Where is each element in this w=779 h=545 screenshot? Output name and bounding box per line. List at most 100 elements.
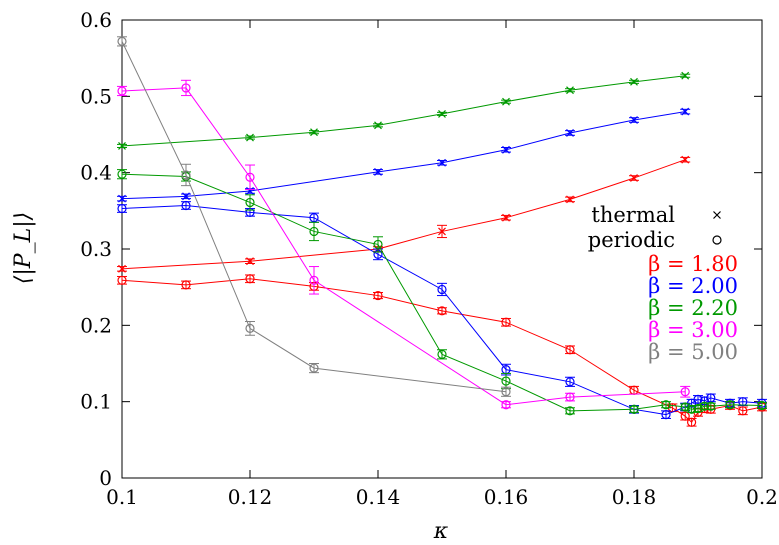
- periodic-point: [565, 406, 575, 416]
- thermal-line: [121, 159, 686, 270]
- periodic-point: [565, 345, 575, 355]
- periodic-point: [565, 377, 575, 387]
- thermal-point: [118, 264, 126, 273]
- periodic-point: [373, 290, 383, 301]
- periodic-point: [245, 172, 255, 182]
- periodic-point: [117, 203, 127, 214]
- periodic-point: [245, 323, 255, 333]
- series-group: [117, 155, 767, 427]
- thermal-point: [374, 121, 382, 130]
- thermal-point: [374, 167, 382, 176]
- thermal-point: [502, 97, 510, 106]
- marker-legend-label: periodic: [588, 228, 675, 252]
- periodic-point: [181, 200, 191, 211]
- y-tick-label: 0.3: [80, 237, 112, 261]
- circle-marker-icon: [712, 235, 722, 245]
- series-group: [117, 79, 691, 410]
- periodic-point: [501, 387, 511, 397]
- thermal-point: [438, 227, 446, 236]
- thermal-point: [502, 145, 510, 154]
- periodic-point: [181, 83, 191, 93]
- periodic-point: [309, 363, 319, 373]
- periodic-point: [680, 387, 690, 397]
- thermal-point: [681, 107, 690, 116]
- y-tick-label: 0.2: [80, 313, 112, 337]
- thermal-point: [630, 116, 638, 124]
- thermal-point: [246, 187, 254, 195]
- series-legend-label: β = 1.80: [648, 252, 738, 276]
- series-legend-label: β = 5.00: [648, 340, 738, 364]
- x-tick-label: 0.18: [612, 485, 657, 509]
- thermal-point: [438, 158, 446, 167]
- x-tick-label: 0.14: [356, 485, 401, 509]
- axes: 0.1 0.12 0.14 0.16 0.18 0.200.10.20.30.40.50.…: [80, 8, 778, 509]
- y-tick-label: 0.1: [80, 390, 112, 414]
- x-tick-label: 0.1: [106, 485, 138, 509]
- periodic-point: [245, 274, 255, 284]
- y-tick-label: 0.4: [80, 161, 112, 185]
- periodic-point: [501, 400, 511, 410]
- periodic-point: [373, 239, 383, 250]
- series-legend-label: β = 2.00: [648, 274, 738, 298]
- thermal-point: [502, 213, 510, 222]
- x-tick-label: 0.16: [484, 485, 529, 509]
- thermal-point: [118, 194, 126, 203]
- y-tick-label: 0.5: [80, 84, 112, 108]
- y-tick-label: 0.6: [80, 8, 112, 32]
- thermal-point: [566, 86, 574, 95]
- x-tick-label: 0.2: [746, 485, 778, 509]
- periodic-point: [629, 404, 639, 414]
- thermal-point: [630, 77, 638, 86]
- periodic-point: [117, 36, 127, 46]
- thermal-point: [630, 174, 638, 182]
- periodic-point: [437, 284, 447, 295]
- thermal-point: [681, 71, 690, 80]
- series-group: [117, 36, 511, 397]
- periodic-point: [686, 404, 697, 414]
- thermal-line: [121, 75, 686, 147]
- thermal-point: [310, 128, 318, 137]
- cross-marker-icon: [713, 211, 721, 219]
- periodic-point: [738, 397, 748, 407]
- series-legend-label: β = 2.20: [648, 296, 738, 320]
- thermal-point: [246, 133, 254, 142]
- periodic-point: [309, 275, 319, 285]
- thermal-point: [438, 109, 446, 118]
- thermal-point: [681, 155, 690, 164]
- y-tick-label: 0: [99, 466, 112, 490]
- marker-legend-label: thermal: [591, 203, 675, 227]
- periodic-point: [117, 169, 127, 179]
- periodic-point: [693, 403, 703, 414]
- y-axis-label: ⟨|P_L|⟩: [11, 212, 36, 284]
- periodic-line: [121, 204, 763, 416]
- periodic-point: [706, 401, 716, 411]
- thermal-point: [566, 195, 574, 204]
- series-layer: [117, 36, 767, 427]
- periodic-point: [680, 402, 690, 412]
- periodic-point: [437, 349, 447, 359]
- periodic-point: [661, 410, 671, 420]
- periodic-point: [117, 86, 127, 96]
- periodic-point: [699, 401, 710, 411]
- thermal-point: [246, 257, 254, 266]
- periodic-point: [309, 213, 319, 223]
- periodic-point: [437, 306, 447, 316]
- periodic-point: [680, 411, 690, 421]
- x-tick-label: 0.12: [228, 485, 273, 509]
- periodic-point: [738, 406, 748, 416]
- axis-labels: κ ⟨|P_L|⟩: [11, 212, 449, 544]
- thermal-line: [121, 111, 686, 200]
- periodic-point: [309, 226, 319, 237]
- periodic-point: [661, 400, 671, 410]
- periodic-point: [117, 275, 127, 285]
- periodic-point: [757, 400, 767, 411]
- periodic-point: [565, 392, 575, 402]
- periodic-point: [181, 280, 191, 290]
- thermal-point: [118, 142, 126, 150]
- periodic-point: [181, 170, 191, 180]
- periodic-point: [686, 417, 697, 427]
- series-legend-label: β = 3.00: [648, 318, 738, 342]
- periodic-point: [501, 317, 511, 327]
